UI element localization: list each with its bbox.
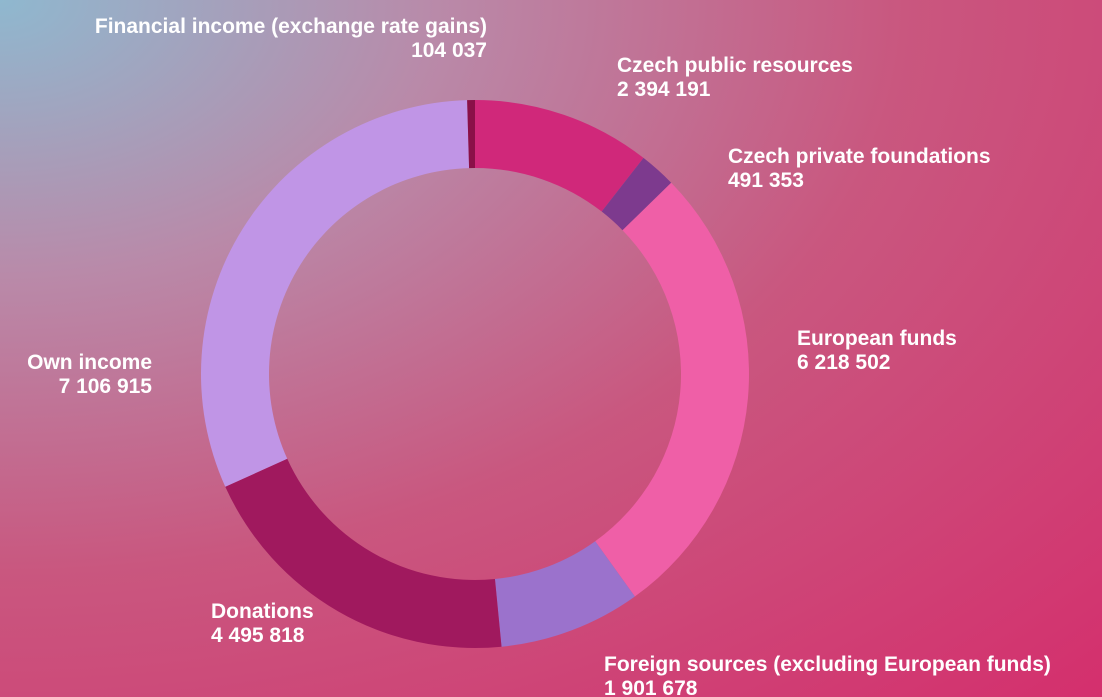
segment-value: 104 037 (411, 39, 487, 62)
segment-label: European funds (797, 327, 957, 350)
segment-label: Czech private foundations (728, 145, 991, 168)
donut-segment (494, 541, 635, 647)
donut-segment (475, 100, 644, 212)
segment-label: Czech public resources (617, 54, 853, 77)
segment-label: Own income (27, 351, 152, 374)
donut-segment (225, 458, 502, 648)
segment-value: 7 106 915 (59, 375, 153, 398)
segment-label: Foreign sources (excluding European fund… (604, 653, 1051, 676)
segment-value: 491 353 (728, 169, 804, 192)
donut-segment (601, 157, 672, 231)
segment-value: 4 495 818 (211, 624, 305, 647)
segment-value: 6 218 502 (797, 351, 890, 374)
segment-value: 1 901 678 (604, 677, 698, 697)
segment-value: 2 394 191 (617, 78, 711, 101)
donut-segment (595, 182, 749, 597)
segment-label: Financial income (exchange rate gains) (95, 15, 487, 38)
donut-segment (200, 100, 470, 487)
segment-label: Donations (211, 600, 314, 623)
donut-segment (467, 100, 475, 169)
